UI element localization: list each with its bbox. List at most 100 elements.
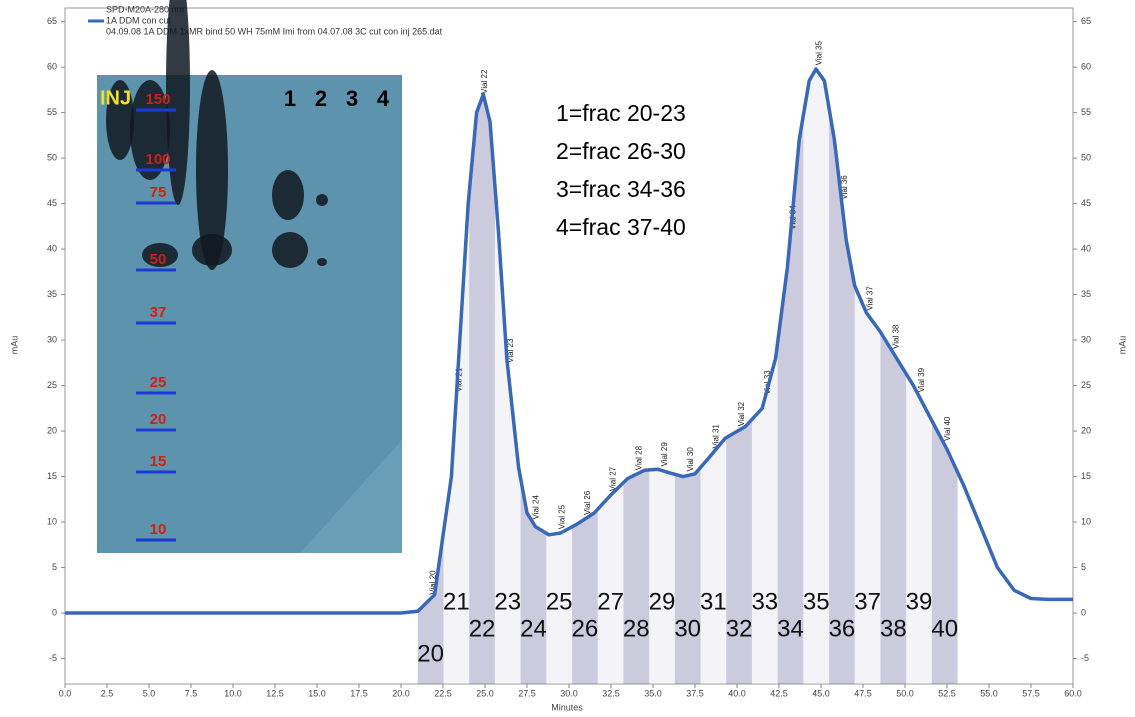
fraction-number: 30: [674, 615, 701, 642]
fraction-number: 20: [417, 640, 444, 667]
lane-label: 3: [346, 86, 358, 111]
fraction-number: 25: [546, 588, 573, 615]
y-tick-label: 15: [47, 471, 57, 481]
x-tick-label: 20.0: [392, 688, 410, 698]
y-tick-label: 40: [47, 243, 57, 253]
fraction-number: 27: [597, 588, 624, 615]
injection-label: INJ: [100, 87, 131, 109]
gel-band: [272, 232, 308, 268]
y-axis-label: mAu: [9, 336, 19, 355]
x-tick-label: 40.0: [728, 688, 746, 698]
y2-tick-label: 40: [1081, 243, 1091, 253]
fraction-number: 34: [777, 615, 804, 642]
y2-tick-label: 65: [1081, 16, 1091, 26]
fraction-number: 21: [443, 588, 470, 615]
vial-label: Vial 35: [814, 40, 823, 65]
vial-label: Vial 36: [840, 175, 849, 200]
fraction-number: 24: [520, 615, 547, 642]
x-tick-label: 2.5: [101, 688, 114, 698]
x-tick-label: 42.5: [770, 688, 788, 698]
y2-tick-label: 35: [1081, 289, 1091, 299]
fraction-number: 39: [906, 588, 933, 615]
y-tick-label: 65: [47, 16, 57, 26]
fraction-number: 37: [854, 588, 881, 615]
marker-label: 37: [150, 304, 167, 321]
vial-label: Vial 32: [737, 401, 746, 426]
marker-label: 25: [150, 374, 167, 391]
marker-label: 15: [150, 453, 167, 470]
y2-axis-label: mAu: [1117, 336, 1127, 355]
x-tick-label: 47.5: [854, 688, 872, 698]
y-tick-label: 35: [47, 289, 57, 299]
vial-label: Vial 30: [686, 447, 695, 472]
x-tick-label: 35.0: [644, 688, 662, 698]
vial-label: Vial 22: [480, 69, 489, 94]
y-tick-label: 30: [47, 334, 57, 344]
gel-band: [317, 258, 327, 266]
vial-label: Vial 20: [429, 570, 438, 595]
fraction-number: 26: [572, 615, 599, 642]
x-tick-label: 60.0: [1064, 688, 1082, 698]
vial-label: Vial 38: [891, 324, 900, 349]
x-tick-label: 7.5: [185, 688, 198, 698]
y-tick-label: 55: [47, 107, 57, 117]
y2-tick-label: -5: [1081, 653, 1089, 663]
gel-corner: [300, 440, 402, 553]
y-tick-label: 45: [47, 198, 57, 208]
x-tick-label: 52.5: [938, 688, 956, 698]
x-tick-label: 45.0: [812, 688, 830, 698]
x-tick-label: 57.5: [1022, 688, 1040, 698]
y2-tick-label: 55: [1081, 107, 1091, 117]
y2-tick-label: 5: [1081, 562, 1086, 572]
y-tick-label: 25: [47, 380, 57, 390]
lane-label: 2: [315, 86, 327, 111]
x-tick-label: 25.0: [476, 688, 494, 698]
x-tick-label: 27.5: [518, 688, 536, 698]
x-tick-label: 30.0: [560, 688, 578, 698]
y-tick-label: 50: [47, 152, 57, 162]
x-tick-label: 55.0: [980, 688, 998, 698]
y2-tick-label: 30: [1081, 334, 1091, 344]
gel-band: [196, 70, 228, 270]
lane-label: 1: [284, 86, 296, 111]
y2-tick-label: 25: [1081, 380, 1091, 390]
marker-label: 150: [145, 91, 170, 108]
line-series: [65, 67, 1073, 615]
detector-label: SPD-M20A-280 nm: [106, 4, 184, 14]
fraction-number: 36: [829, 615, 856, 642]
fraction-bar: [803, 69, 830, 684]
x-tick-label: 17.5: [350, 688, 368, 698]
vial-label: Vial 25: [557, 504, 566, 529]
marker-label: 100: [145, 151, 170, 168]
gel-band: [142, 243, 178, 267]
gel-band: [192, 234, 232, 266]
y2-tick-label: 20: [1081, 425, 1091, 435]
fraction-number: 29: [649, 588, 676, 615]
annotation: 2=frac 26-30: [556, 138, 686, 164]
vial-label: Vial 28: [634, 445, 643, 470]
x-tick-label: 0.0: [59, 688, 72, 698]
fraction-number: 40: [931, 615, 958, 642]
y-tick-label: 5: [52, 562, 57, 572]
x-tick-label: 5.0: [143, 688, 156, 698]
vial-label: Vial 40: [943, 416, 952, 441]
annotation: 3=frac 34-36: [556, 176, 686, 202]
x-tick-label: 50.0: [896, 688, 914, 698]
y-tick-label: 60: [47, 62, 57, 72]
fraction-number: 22: [469, 615, 496, 642]
x-tick-label: 37.5: [686, 688, 704, 698]
marker-label: 20: [150, 411, 167, 428]
fraction-number: 31: [700, 588, 727, 615]
x-axis-label: Minutes: [551, 702, 583, 712]
x-tick-label: 32.5: [602, 688, 620, 698]
vial-label: Vial 29: [660, 442, 669, 467]
y-tick-label: -5: [49, 653, 57, 663]
vial-label: Vial 39: [917, 367, 926, 392]
gel-band: [130, 80, 170, 180]
y2-tick-label: 0: [1081, 607, 1086, 617]
legend-label: 1A DDM con cut: [106, 15, 172, 25]
lane-label: 4: [377, 86, 390, 111]
y2-tick-label: 50: [1081, 152, 1091, 162]
fraction-number: 32: [726, 615, 753, 642]
